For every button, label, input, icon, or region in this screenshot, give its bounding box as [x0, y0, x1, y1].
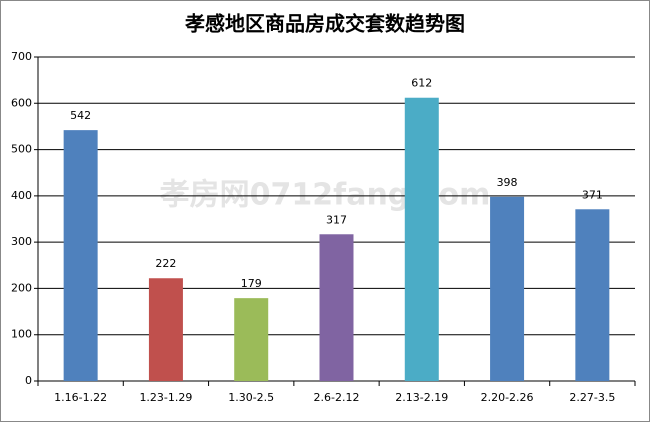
x-tick-label: 1.30-2.5 — [228, 391, 274, 404]
y-tick-label: 300 — [11, 235, 32, 248]
bar — [63, 130, 98, 381]
bar — [575, 209, 610, 381]
x-tick-label: 2.27-3.5 — [569, 391, 615, 404]
y-tick-label: 100 — [11, 328, 32, 341]
bar — [148, 278, 183, 381]
data-label: 542 — [70, 109, 91, 122]
y-tick-label: 600 — [11, 96, 32, 109]
data-label: 371 — [582, 188, 603, 201]
bar — [319, 234, 354, 381]
x-tick-label: 1.23-1.29 — [139, 391, 192, 404]
data-label: 612 — [411, 77, 432, 90]
y-tick-label: 400 — [11, 189, 32, 202]
bar — [490, 196, 525, 381]
watermark: 孝房网0712fang.com — [160, 178, 491, 213]
data-label: 398 — [497, 176, 518, 189]
y-tick-label: 200 — [11, 281, 32, 294]
x-tick-label: 2.13-2.19 — [395, 391, 448, 404]
bar — [234, 298, 269, 381]
x-tick-label: 1.16-1.22 — [54, 391, 107, 404]
data-label: 179 — [241, 277, 262, 290]
x-tick-label: 2.20-2.26 — [481, 391, 534, 404]
bar — [404, 97, 439, 381]
data-label: 317 — [326, 213, 347, 226]
chart-title: 孝感地区商品房成交套数趋势图 — [184, 12, 465, 36]
y-tick-label: 0 — [25, 374, 32, 387]
y-tick-label: 700 — [11, 50, 32, 63]
y-tick-label: 500 — [11, 143, 32, 156]
data-label: 222 — [155, 257, 176, 270]
x-tick-label: 2.6-2.12 — [314, 391, 360, 404]
